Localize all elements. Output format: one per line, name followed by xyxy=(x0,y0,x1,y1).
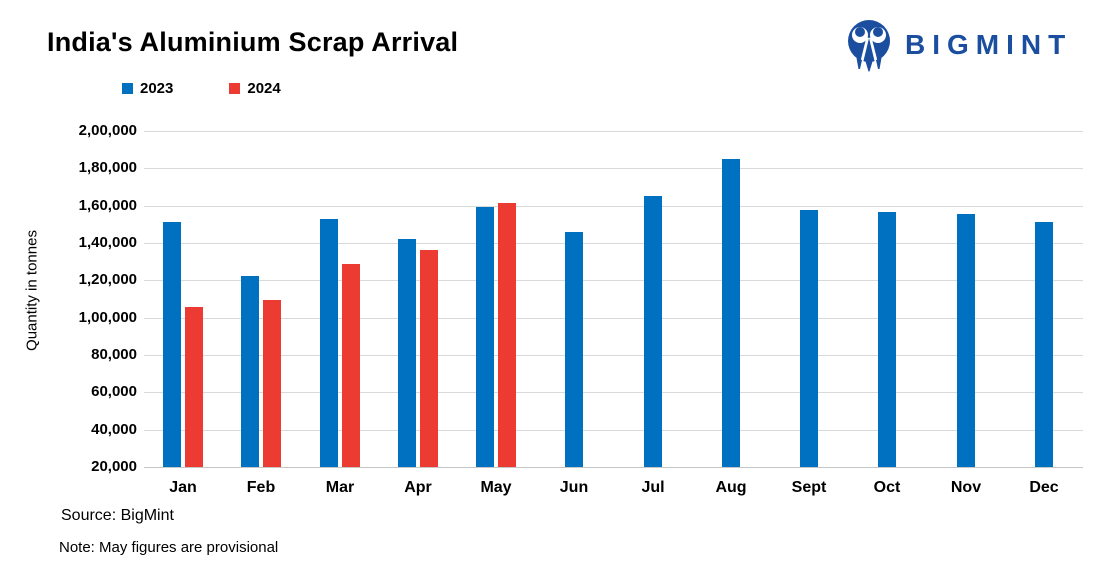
x-axis-label-jul: Jul xyxy=(641,479,665,496)
bar-2024-may xyxy=(498,203,516,467)
bar-2023-may xyxy=(476,207,494,467)
bar-2023-oct xyxy=(878,212,896,467)
legend-swatch-2024 xyxy=(229,83,241,94)
chart-legend: 2023 2024 xyxy=(122,80,281,97)
gridline-1,80,000 xyxy=(144,168,1083,169)
x-axis-label-apr: Apr xyxy=(404,479,432,496)
legend-item-2023: 2023 xyxy=(122,80,173,97)
bar-2024-mar xyxy=(342,264,360,467)
bar-2023-aug xyxy=(722,159,740,467)
bar-2024-jan xyxy=(185,307,203,467)
chart-title: India's Aluminium Scrap Arrival xyxy=(47,27,459,57)
x-axis-label-nov: Nov xyxy=(950,479,982,496)
note-text: Note: May figures are provisional xyxy=(59,539,279,556)
y-tick-label: 40,000 xyxy=(91,421,137,438)
legend-swatch-2023 xyxy=(122,83,133,94)
gridline-1,20,000 xyxy=(144,280,1083,281)
gridline-40,000 xyxy=(144,430,1083,431)
bigmint-logo: BIGMINT xyxy=(843,18,1072,72)
y-tick-label: 1,60,000 xyxy=(78,197,137,214)
legend-item-2024: 2024 xyxy=(229,80,281,97)
gridline-60,000 xyxy=(144,392,1083,393)
x-axis-label-feb: Feb xyxy=(246,479,276,496)
x-axis-label-mar: Mar xyxy=(325,479,355,496)
bar-2023-dec xyxy=(1035,222,1053,467)
y-tick-label: 20,000 xyxy=(91,458,137,475)
y-tick-label: 1,80,000 xyxy=(78,159,137,176)
bar-2023-jan xyxy=(163,222,181,467)
source-text: Source: BigMint xyxy=(61,507,174,524)
bar-2023-nov xyxy=(957,214,975,467)
bar-2024-apr xyxy=(420,250,438,467)
bar-2023-apr xyxy=(398,239,416,467)
x-axis-label-jun: Jun xyxy=(559,479,589,496)
y-tick-label: 1,20,000 xyxy=(78,271,137,288)
legend-label-2024: 2024 xyxy=(247,80,281,97)
legend-label-2023: 2023 xyxy=(140,80,174,97)
x-axis-label-sept: Sept xyxy=(791,479,827,496)
bar-2024-feb xyxy=(263,300,281,467)
gridline-1,40,000 xyxy=(144,243,1083,244)
bigmint-logo-text: BIGMINT xyxy=(905,29,1073,60)
y-tick-label: 80,000 xyxy=(91,346,137,363)
bar-2023-sept xyxy=(800,210,818,467)
y-tick-label: 1,00,000 xyxy=(78,309,137,326)
gridline-20,000 xyxy=(144,467,1083,468)
bar-2023-feb xyxy=(241,276,259,467)
x-axis-label-aug: Aug xyxy=(715,479,747,496)
x-axis-label-oct: Oct xyxy=(873,479,901,496)
bar-2023-jul xyxy=(644,196,662,467)
gridline-1,00,000 xyxy=(144,318,1083,319)
gridline-1,60,000 xyxy=(144,206,1083,207)
x-axis-label-jan: Jan xyxy=(169,479,197,496)
y-tick-label: 2,00,000 xyxy=(78,122,137,139)
bigmint-logo-icon xyxy=(848,20,890,72)
y-tick-label: 1,40,000 xyxy=(78,234,137,251)
x-axis-label-may: May xyxy=(480,479,512,496)
gridline-2,00,000 xyxy=(144,131,1083,132)
bar-2023-mar xyxy=(320,219,338,467)
gridline-80,000 xyxy=(144,355,1083,356)
bar-2023-jun xyxy=(565,232,583,467)
y-tick-label: 60,000 xyxy=(91,383,137,400)
x-axis-label-dec: Dec xyxy=(1029,479,1059,496)
